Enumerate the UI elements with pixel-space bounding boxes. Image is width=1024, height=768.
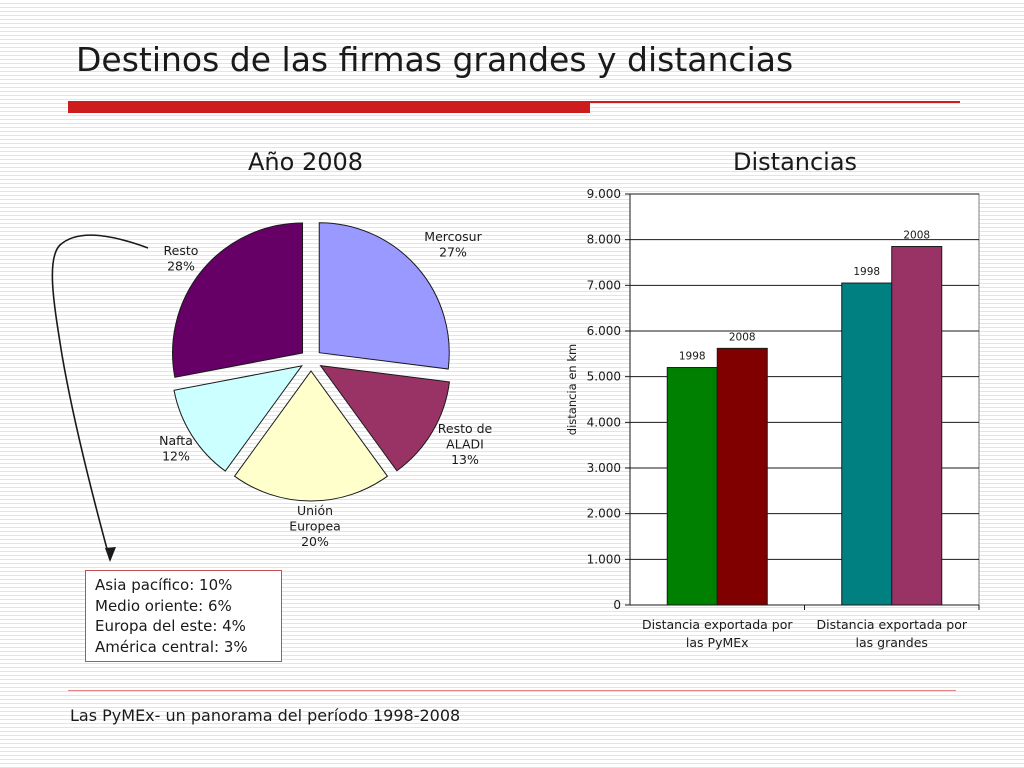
pie-slice <box>318 222 450 370</box>
bar-chart: 0 1.000 2.000 3.000 4.000 5.000 6.000 7.000 8.00… <box>565 187 980 650</box>
note-line: América central: 3% <box>95 637 248 656</box>
y-tick-label: 7.000 <box>587 278 621 292</box>
note-line: Medio oriente: 6% <box>95 596 232 615</box>
bar-data-label: 2008 <box>729 331 756 343</box>
pie-slice <box>319 364 451 472</box>
y-axis-label: distancia en km <box>565 344 579 435</box>
footer-text: Las PyMEx- un panorama del período 1998-… <box>70 706 461 725</box>
pie-chart: Mercosur 27%Resto de ALADI 13%Unión Europea 2… <box>51 222 493 562</box>
slide-title: Destinos de las firmas grandes y distanc… <box>76 40 794 79</box>
pie-slice-value: 20% <box>301 534 329 549</box>
pie-slice <box>173 365 303 472</box>
x-category-label-line: las PyMEx <box>686 635 749 650</box>
x-category-label-line: las grandes <box>856 635 928 650</box>
x-category-label-line: Distancia exportada por <box>642 617 793 632</box>
pie-slice-label: Mercosur 27% <box>424 229 482 260</box>
pie-slice-label: Resto 28% <box>164 243 199 274</box>
note-line: Asia pacífico: 10% <box>95 576 233 594</box>
bar-data-label: 2008 <box>903 230 930 242</box>
title-underline-thick <box>68 101 590 113</box>
pie-slice <box>233 370 389 502</box>
x-category-label-line: Distancia exportada por <box>816 617 967 632</box>
pie-slice-name: Mercosur <box>424 229 482 244</box>
pie-chart-title: Año 2008 <box>248 148 364 176</box>
y-tick-label: 9.000 <box>587 187 621 201</box>
callout-arrow-line <box>51 234 149 561</box>
pie-slice-value: 27% <box>439 245 467 260</box>
pie-slice-label: Unión Europea 20% <box>289 503 341 549</box>
bar-chart-title: Distancias <box>733 148 858 176</box>
pie-slice-value: 28% <box>167 259 195 274</box>
x-category-label: Distancia exportada por las grandes <box>816 617 967 650</box>
callout-arrow-head <box>105 547 116 562</box>
x-category-label: Distancia exportada por las PyMEx <box>642 617 793 650</box>
pie-slice-name: Resto de <box>438 421 493 436</box>
pie-slice-value: 12% <box>162 449 190 464</box>
bar <box>666 367 718 606</box>
bar-data-label: 1998 <box>853 266 880 278</box>
bar <box>891 246 943 606</box>
pie-slice-name: Nafta <box>159 433 193 448</box>
bar <box>716 347 768 606</box>
y-tick-label: 5.000 <box>587 370 621 384</box>
y-tick-label: 8.000 <box>587 233 621 247</box>
pie-slice-name: Europea <box>289 519 341 534</box>
y-tick-label: 6.000 <box>587 324 621 338</box>
other-destinations-box: Asia pacífico: 10% Medio oriente: 6% Eur… <box>85 570 282 662</box>
y-tick-label: 4.000 <box>587 415 621 429</box>
bar <box>841 282 893 606</box>
y-tick-label: 0 <box>613 598 621 612</box>
y-tick-label: 3.000 <box>587 461 621 475</box>
pie-slice-label: Resto de ALADI 13% <box>438 421 493 467</box>
y-tick-label: 2.000 <box>587 507 621 521</box>
pie-slice-value: 13% <box>451 452 479 467</box>
bar-data-label: 1998 <box>679 351 706 363</box>
pie-slice-name: Resto <box>164 243 199 258</box>
pie-slice-name: Unión <box>297 503 333 518</box>
pie-slice <box>172 222 304 378</box>
pie-slice-label: Nafta 12% <box>159 433 193 464</box>
y-tick-label: 1.000 <box>587 552 621 566</box>
footer-divider <box>68 690 956 691</box>
note-line: Europa del este: 4% <box>95 617 246 635</box>
pie-slice-name: ALADI <box>446 437 484 452</box>
